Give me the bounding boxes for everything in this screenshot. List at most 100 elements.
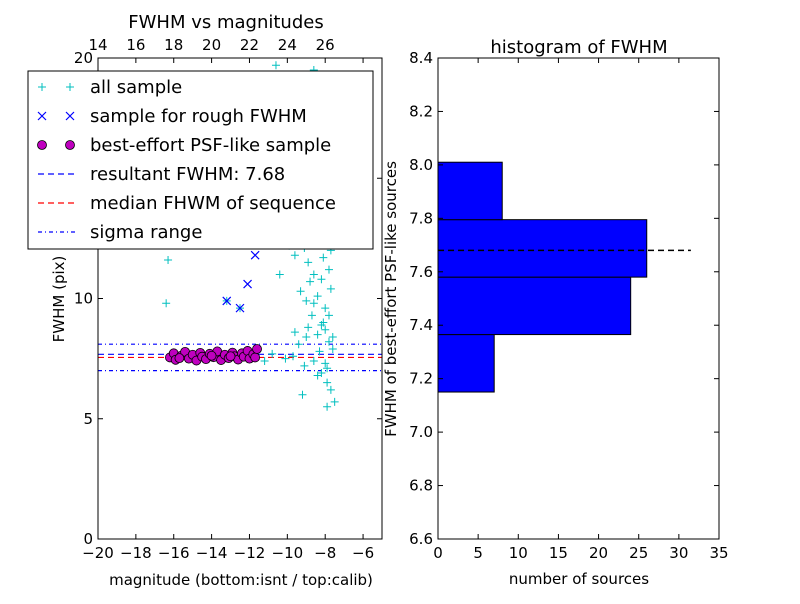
scatter-legend: all sample sample for rough FWHM best-effo… xyxy=(27,70,374,250)
scatter-point xyxy=(243,279,252,289)
scatter-panel: FWHM vs magnitudes magnitude (bottom:isn… xyxy=(27,12,383,589)
scatter-point xyxy=(281,354,290,363)
scatter-point xyxy=(321,304,330,313)
scatter-x-tick-label: −14 xyxy=(196,544,228,562)
legend-box xyxy=(27,70,374,250)
legend-marker xyxy=(65,111,75,121)
scatter-title: FWHM vs magnitudes xyxy=(128,12,323,33)
legend-label: best-effort PSF-like sample xyxy=(90,135,331,156)
scatter-point xyxy=(319,318,328,327)
scatter-point xyxy=(268,349,277,358)
scatter-point xyxy=(326,284,335,293)
scatter-x-tick-label: −12 xyxy=(234,544,266,562)
legend-entry: resultant FWHM: 7.68 xyxy=(38,164,285,185)
histogram-bar xyxy=(437,219,648,278)
legend-label: sigma range xyxy=(90,222,202,243)
histogram-x-axis-label: number of sources xyxy=(509,570,649,588)
scatter-point xyxy=(304,258,313,267)
scatter-point xyxy=(321,359,330,368)
scatter-point xyxy=(330,397,339,406)
legend-entry: all sample xyxy=(38,77,182,98)
scatter-point xyxy=(260,357,269,366)
scatter-point xyxy=(162,299,171,308)
scatter-y-axis-label: FWHM (pix) xyxy=(50,256,68,343)
scatter-point xyxy=(290,251,299,260)
scatter-point xyxy=(298,390,307,399)
scatter-point xyxy=(321,325,330,334)
histogram-y-tick-label: 6.6 xyxy=(409,530,433,548)
histogram-x-tick-label: 10 xyxy=(509,544,528,562)
scatter-point xyxy=(323,364,332,373)
legend-entry: best-effort PSF-like sample xyxy=(37,135,331,156)
scatter-point xyxy=(313,371,322,380)
legend-entry: median FHWM of sequence xyxy=(38,193,336,214)
histogram-x-tick-label: 15 xyxy=(549,544,568,562)
histogram-plot-area: 0 5 10 15 20 25 30 35 6.6 6.8 7.0 7.2 7.4 7.6 7.8 8.0 8.… xyxy=(409,49,728,562)
scatter-point xyxy=(275,270,284,279)
scatter-point xyxy=(307,311,316,320)
scatter-top-x-tick-label: 16 xyxy=(126,36,145,54)
scatter-point xyxy=(309,299,318,308)
scatter-point xyxy=(323,378,332,387)
scatter-point xyxy=(324,337,333,346)
histogram-x-tick-label: 20 xyxy=(589,544,608,562)
scatter-y-tick-label: 20 xyxy=(74,49,93,67)
scatter-top-x-tick-label: 20 xyxy=(202,36,221,54)
legend-label: sample for rough FWHM xyxy=(90,106,307,127)
legend-label: all sample xyxy=(90,77,182,98)
scatter-x-tick-label: −20 xyxy=(82,544,114,562)
scatter-top-x-tick-label: 14 xyxy=(88,36,107,54)
histogram-y-tick-label: 8.0 xyxy=(409,156,433,174)
scatter-y-tick-label: 10 xyxy=(74,290,93,308)
scatter-point xyxy=(302,332,311,341)
scatter-point xyxy=(290,328,299,337)
scatter-point xyxy=(206,350,217,361)
scatter-y-tick-label: 5 xyxy=(83,410,93,428)
legend-label: median FHWM of sequence xyxy=(90,193,336,214)
histogram-x-tick-label: 5 xyxy=(473,544,483,562)
legend-marker xyxy=(65,140,75,150)
scatter-top-x-tick-label: 18 xyxy=(164,36,183,54)
scatter-point xyxy=(250,352,261,363)
scatter-point xyxy=(235,303,245,313)
scatter-point xyxy=(324,265,333,274)
scatter-y-tick-label: 0 xyxy=(83,530,93,548)
histogram-y-tick-label: 7.6 xyxy=(409,263,433,281)
scatter-point xyxy=(309,270,318,279)
histogram-y-tick-label: 8.2 xyxy=(409,102,433,120)
scatter-point xyxy=(315,347,324,356)
histogram-title: histogram of FWHM xyxy=(490,37,667,58)
scatter-point xyxy=(300,361,309,370)
scatter-point xyxy=(164,256,173,265)
scatter-point xyxy=(313,292,322,301)
legend-entry: sigma range xyxy=(38,222,202,243)
histogram-y-tick-label: 7.2 xyxy=(409,370,433,388)
histogram-frame xyxy=(437,57,720,540)
scatter-x-axis-label: magnitude (bottom:isnt / top:calib) xyxy=(109,571,373,589)
legend-marker xyxy=(66,83,74,91)
scatter-point xyxy=(324,311,333,320)
histogram-bar xyxy=(437,334,495,393)
histogram-y-tick-label: 6.8 xyxy=(409,477,433,495)
scatter-point xyxy=(294,340,303,349)
scatter-point xyxy=(225,351,236,362)
scatter-point xyxy=(319,253,328,262)
scatter-point xyxy=(252,344,262,354)
scatter-top-x-tick-label: 26 xyxy=(316,36,335,54)
series-best-effort-psf-like-sample xyxy=(165,344,262,366)
histogram-panel: histogram of FWHM number of sources FWHM… xyxy=(382,37,729,588)
scatter-point xyxy=(317,275,326,284)
scatter-point xyxy=(174,353,185,364)
histogram-y-tick-label: 7.4 xyxy=(409,316,433,334)
histogram-bar xyxy=(437,161,503,221)
legend-marker xyxy=(37,140,47,150)
histogram-y-tick-label: 7.0 xyxy=(409,423,433,441)
scatter-point xyxy=(323,402,332,411)
scatter-point xyxy=(306,277,315,286)
scatter-point xyxy=(271,61,280,70)
histogram-x-tick-label: 30 xyxy=(669,544,688,562)
scatter-point xyxy=(289,352,298,361)
histogram-x-tick-label: 35 xyxy=(709,544,728,562)
scatter-x-tick-label: −10 xyxy=(272,544,304,562)
histogram-y-tick-label: 7.8 xyxy=(409,209,433,227)
